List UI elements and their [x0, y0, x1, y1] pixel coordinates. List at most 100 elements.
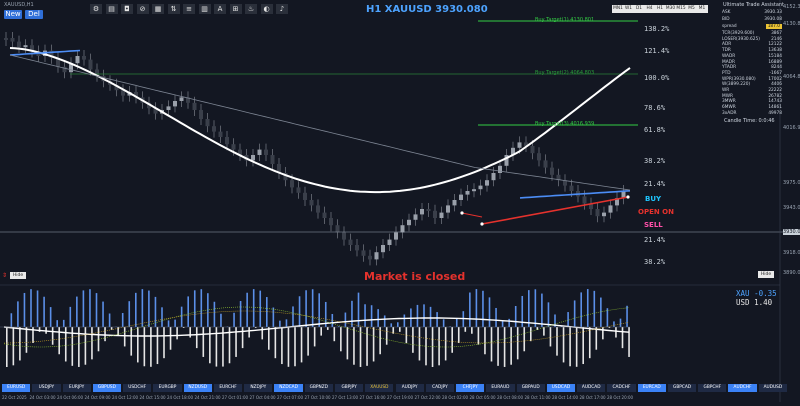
symbol-tab-gbpcad[interactable]: GBPCAD	[668, 384, 696, 392]
symbol-tab-eurchf[interactable]: EURCHF	[214, 384, 242, 392]
symbol-tab-gbpjpy[interactable]: GBPJPY	[335, 384, 363, 392]
oscillator-bar-up	[56, 320, 58, 327]
fib-level-214: 21.4%	[644, 180, 665, 188]
chart-icon[interactable]: ▤	[106, 4, 118, 14]
hide-button-right[interactable]: Hide	[758, 271, 774, 278]
symbol-tab-gbpaud[interactable]: GBPAUD	[517, 384, 545, 392]
link-icon[interactable]: ⊘	[137, 4, 149, 14]
candle	[342, 232, 346, 239]
symbol-tab-gbpusd[interactable]: GBPUSD	[93, 384, 121, 392]
symbol-tab-gbpchf[interactable]: GBPCHF	[698, 384, 726, 392]
candle	[388, 240, 392, 245]
side-row-value: 16889	[768, 60, 782, 65]
symbol-tab-audjpy[interactable]: AUDJPY	[396, 384, 424, 392]
candle	[258, 150, 262, 155]
candle	[219, 132, 223, 137]
side-row: PTD-1667	[722, 71, 782, 76]
oscillator-bar-up	[417, 305, 419, 327]
symbol-tab-cadchf[interactable]: CADCHF	[607, 384, 635, 392]
oscillator-bar-up	[181, 307, 183, 327]
symbol-tab-eurjpy[interactable]: EURJPY	[63, 384, 91, 392]
candle	[323, 213, 327, 218]
symbol-tab-nzdcad[interactable]: NZDCAD	[274, 384, 302, 392]
bell-icon[interactable]: ♪	[276, 4, 288, 14]
symbol-tab-usdchf[interactable]: USDCHF	[123, 384, 151, 392]
symbol-tab-chfjpy[interactable]: CHFJPY	[456, 384, 484, 392]
price-axis-label: 3918.00	[783, 250, 800, 256]
symbol-tab-gbpnzd[interactable]: GBPNZD	[305, 384, 333, 392]
symbol-tab-nzdusd[interactable]: NZDUSD	[184, 384, 212, 392]
symbol-tab-eurcad[interactable]: EURCAD	[638, 384, 666, 392]
symbol-tab-usdcad[interactable]: USDCAD	[547, 384, 575, 392]
list-icon[interactable]: ≡	[183, 4, 195, 14]
side-row-value: 12122	[768, 42, 782, 47]
timeframe-m1[interactable]: M1	[696, 5, 708, 13]
bars-icon[interactable]: ▥	[199, 4, 211, 14]
side-row-label: MADR	[722, 60, 735, 65]
oscillator-bar-up	[63, 320, 65, 327]
oscillator-bar-up	[587, 289, 589, 327]
oscillator-bar-down	[484, 327, 486, 354]
oscillator-bar-up	[148, 291, 150, 327]
oscillator-bar-up	[528, 290, 530, 327]
symbol-tab-audusd[interactable]: AUDUSD	[759, 384, 787, 392]
oscillator-bar-down	[386, 327, 388, 345]
camera-icon[interactable]: ◘	[121, 4, 133, 14]
symbol-tab-xauusd[interactable]: XAUUSD	[365, 384, 393, 392]
symbol-tab-cadjpy[interactable]: CADJPY	[426, 384, 454, 392]
oscillator-bar-up	[620, 319, 622, 327]
oscillator-bar-up	[233, 313, 235, 327]
oscillator-bar-up	[423, 304, 425, 327]
new-button[interactable]: New	[4, 10, 22, 19]
oscillator-bar-down	[268, 327, 270, 350]
oscillator-bar-down	[52, 327, 54, 345]
time-label: 24 Oct 03:00	[30, 395, 56, 400]
symbol-tab-eurusd[interactable]: EURUSD	[2, 384, 30, 392]
fire-icon[interactable]: ♨	[245, 4, 257, 14]
circle-icon[interactable]: ◐	[261, 4, 273, 14]
del-button[interactable]: Del	[25, 10, 43, 19]
oscillator-bar-up	[430, 307, 432, 327]
text-icon[interactable]: A	[214, 4, 226, 14]
candle	[570, 186, 574, 191]
oscillator-bar-up	[214, 302, 216, 327]
symbol-tab-usdjpy[interactable]: USDJPY	[32, 384, 60, 392]
side-row-label: ADR	[722, 42, 731, 47]
arrows-icon[interactable]: ⇅	[168, 4, 180, 14]
oscillator-bar-up	[469, 293, 471, 327]
candle	[329, 218, 333, 225]
symbol-tab-audchf[interactable]: AUDCHF	[728, 384, 756, 392]
symbol-tab-audcad[interactable]: AUDCAD	[577, 384, 605, 392]
time-label: 28 Oct 14:00	[552, 395, 578, 400]
symbol-tab-euraud[interactable]: EURAUD	[486, 384, 514, 392]
oscillator-bar-down	[13, 327, 15, 365]
side-row-label: TCR(3929.600)	[722, 31, 754, 36]
candle	[4, 38, 8, 40]
oscillator-bar-down	[176, 327, 178, 339]
price-axis-label: 3975.00	[783, 180, 800, 186]
oscillator-bar-up	[102, 302, 104, 327]
candle	[446, 205, 450, 212]
oscillator-bar-down	[157, 327, 159, 364]
oscillator-bar-up	[201, 289, 203, 327]
fib-level-214-bottom: 21.4%	[644, 236, 665, 244]
symbol-tab-eurgbp[interactable]: EURGBP	[153, 384, 181, 392]
side-row-value: 22222	[768, 88, 782, 93]
grid-icon[interactable]: ▦	[152, 4, 164, 14]
grid2-icon[interactable]: ⊞	[230, 4, 242, 14]
oscillator-bar-down	[569, 327, 571, 366]
oscillator-bar-down	[85, 327, 87, 365]
oscillator-bar-up	[30, 289, 32, 327]
side-row-label: W(3899.220)	[722, 82, 750, 87]
side-row-label: YTADR	[722, 65, 736, 70]
hide-button[interactable]: Hide	[10, 272, 26, 279]
candle	[212, 126, 216, 131]
oscillator-bar-down	[523, 327, 525, 351]
gear-icon[interactable]: ⚙	[90, 4, 102, 14]
candle	[420, 209, 424, 214]
symbol-tab-nzdjpy[interactable]: NZDJPY	[244, 384, 272, 392]
candle	[310, 200, 314, 205]
